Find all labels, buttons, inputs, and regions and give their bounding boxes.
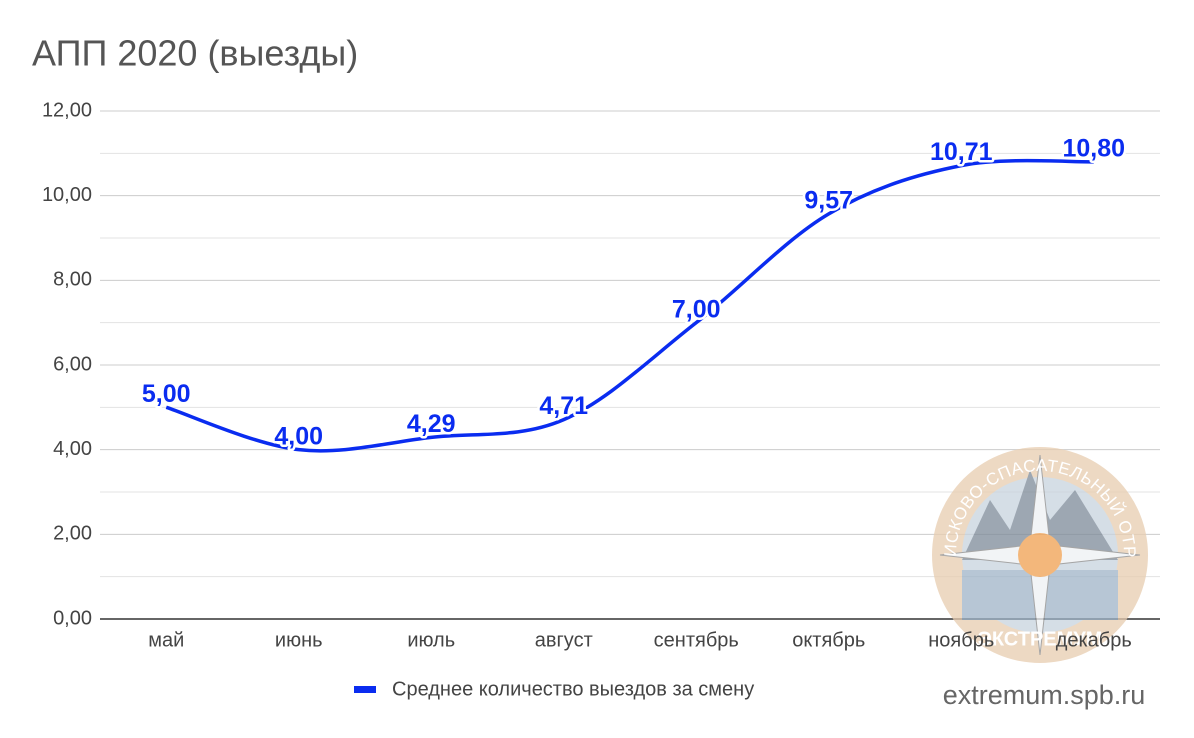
x-tick-label: сентябрь [654, 629, 739, 651]
y-tick-label: 8,00 [53, 269, 92, 291]
data-label: 10,80 [1062, 134, 1125, 162]
logo-name: ЭКСТРЕМУМ [978, 628, 1103, 650]
watermark-url-bg [920, 676, 1170, 718]
x-tick-label: август [535, 629, 593, 651]
x-tick-label: май [148, 629, 184, 651]
watermark-logo: ПОИСКОВО-СПАСАТЕЛЬНЫЙ ОТРЯД ЭКСТРЕМУМ [932, 447, 1148, 663]
legend-label: Среднее количество выездов за смену [392, 678, 754, 700]
logo-center [1018, 533, 1062, 577]
legend-swatch [354, 686, 376, 693]
data-label: 4,00 [274, 422, 323, 450]
data-label: 4,29 [407, 410, 456, 438]
x-tick-label: октябрь [792, 629, 865, 651]
series-line [165, 158, 1094, 453]
x-tick-label: ноябрь [928, 629, 994, 651]
data-label: 5,00 [142, 380, 191, 408]
chart-title: АПП 2020 (выезды) [32, 33, 358, 74]
y-tick-label: 12,00 [42, 99, 92, 121]
data-label: 7,00 [672, 295, 721, 323]
y-tick-label: 10,00 [42, 184, 92, 206]
x-tick-label: июнь [275, 629, 323, 651]
x-tick-label: декабрь [1056, 629, 1132, 651]
y-tick-label: 2,00 [53, 523, 92, 545]
data-label: 4,71 [539, 392, 588, 420]
y-tick-label: 6,00 [53, 353, 92, 375]
y-tick-label: 0,00 [53, 607, 92, 629]
x-tick-label: июль [407, 629, 455, 651]
watermark-url: extremum.spb.ru [943, 680, 1146, 710]
y-tick-label: 4,00 [53, 438, 92, 460]
data-label: 9,57 [804, 186, 853, 214]
data-label: 10,71 [930, 138, 993, 166]
